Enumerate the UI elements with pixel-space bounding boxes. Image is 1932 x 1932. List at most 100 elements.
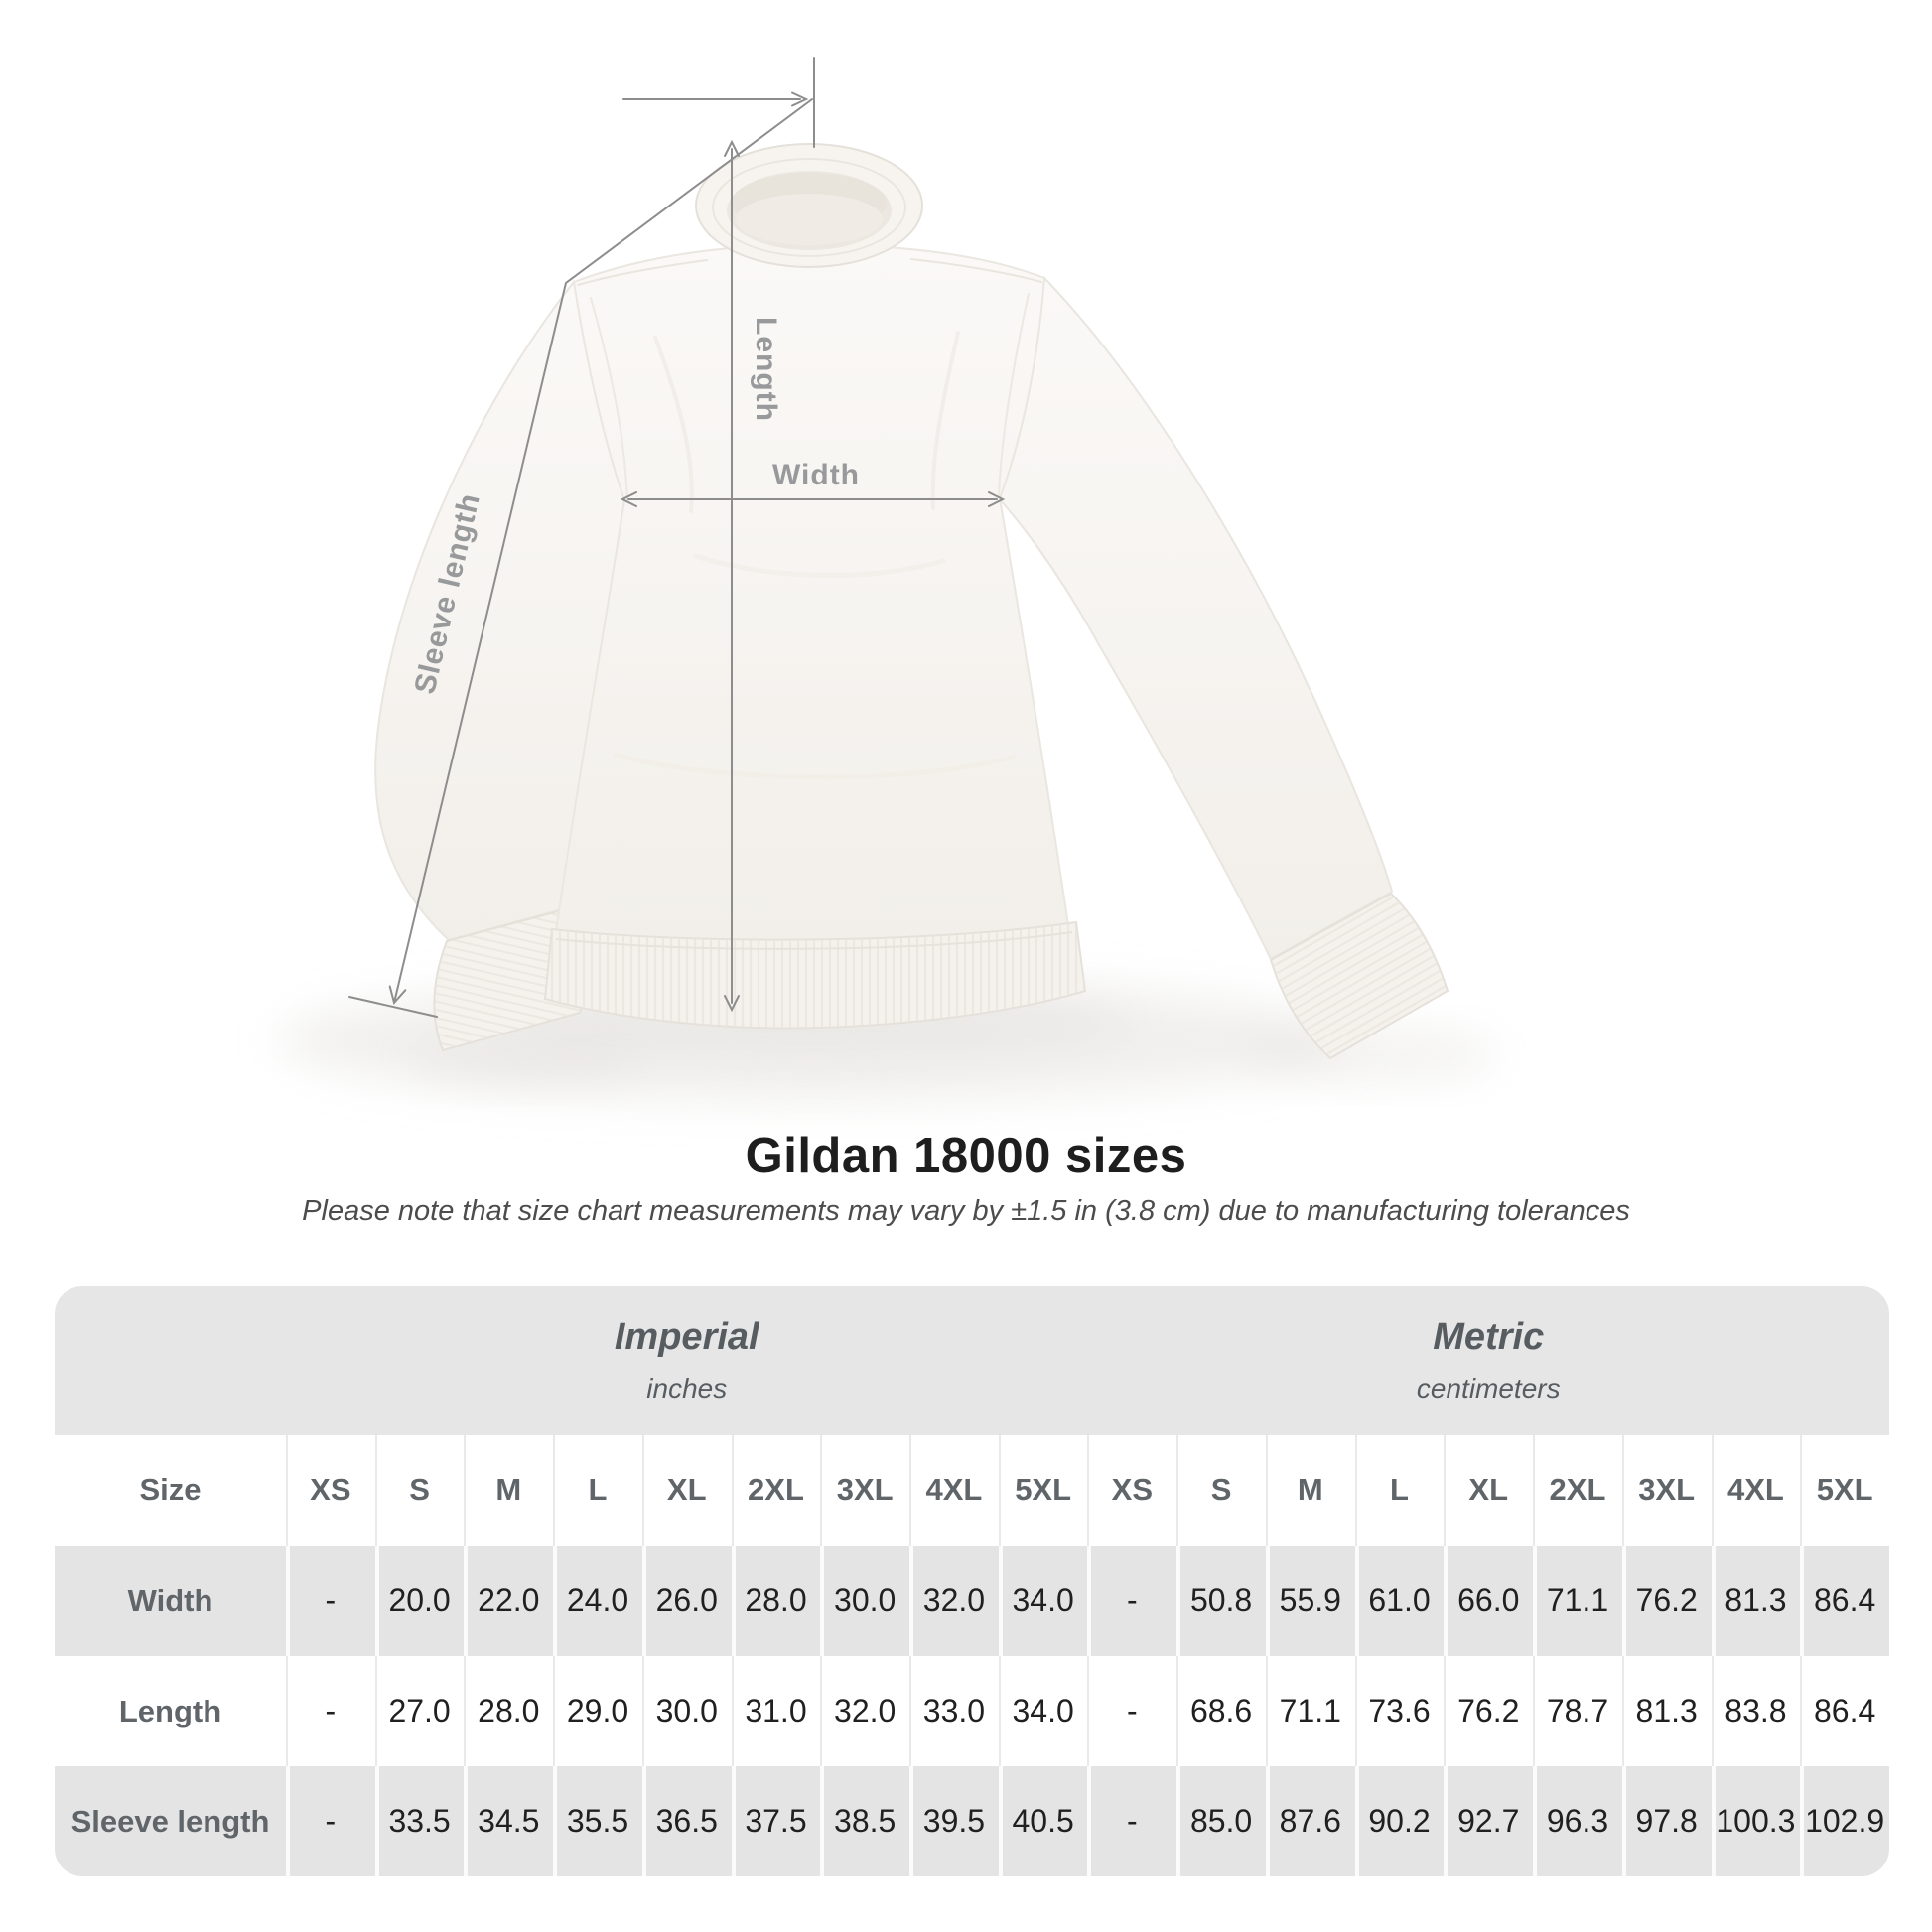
- value-cell: 85.0: [1176, 1766, 1266, 1876]
- value-cell: 32.0: [909, 1546, 999, 1656]
- value-cell: 24.0: [553, 1546, 642, 1656]
- size-table: Imperial inches Metric centimeters Size X…: [55, 1286, 1889, 1876]
- size-header-cell: M: [464, 1435, 553, 1546]
- hem-band: [543, 920, 1087, 1030]
- value-cell: 81.3: [1622, 1656, 1712, 1766]
- sleeve-length-arrowhead: [388, 985, 407, 1006]
- value-cell: 30.0: [820, 1546, 909, 1656]
- value-cell: -: [1087, 1656, 1176, 1766]
- width-label: Width: [772, 459, 860, 491]
- value-cell: 38.5: [820, 1766, 909, 1876]
- value-cell: -: [286, 1766, 375, 1876]
- value-cell: 37.5: [732, 1766, 821, 1876]
- value-cell: 22.0: [464, 1546, 553, 1656]
- value-cell: 28.0: [464, 1656, 553, 1766]
- metric-group-header: Metric centimeters: [1088, 1286, 1890, 1435]
- size-header-cell: 2XL: [1533, 1435, 1622, 1546]
- length-arrowhead-top: [724, 139, 740, 157]
- value-cell: 40.5: [999, 1766, 1088, 1876]
- value-cell: 83.8: [1712, 1656, 1801, 1766]
- value-cell: 86.4: [1800, 1546, 1889, 1656]
- table-row: Length -27.0 28.0 29.0 30.0 31.0 32.0 33.0 34.0-…: [55, 1656, 1889, 1766]
- row-label: Length: [118, 1693, 222, 1728]
- value-cell: 68.6: [1176, 1656, 1266, 1766]
- size-header-cell: XL: [1444, 1435, 1533, 1546]
- imperial-unit-label: inches: [646, 1372, 728, 1404]
- value-cell: -: [286, 1656, 375, 1766]
- value-cell: 96.3: [1533, 1766, 1622, 1876]
- value-cell: 33.5: [375, 1766, 465, 1876]
- sleeve-length-line: [393, 98, 813, 1004]
- right-cuff: [1269, 892, 1449, 1060]
- value-cell: 81.3: [1712, 1546, 1801, 1656]
- value-cell: 76.2: [1444, 1656, 1533, 1766]
- size-header-cell: 5XL: [1800, 1435, 1889, 1546]
- size-header-cell: XS: [1087, 1435, 1176, 1546]
- value-cell: 73.6: [1355, 1656, 1445, 1766]
- size-header-cell: M: [1266, 1435, 1355, 1546]
- value-cell: 92.7: [1444, 1766, 1533, 1876]
- size-header-cell: 4XL: [909, 1435, 999, 1546]
- imperial-group-header: Imperial inches: [286, 1286, 1088, 1435]
- value-cell: 71.1: [1266, 1656, 1355, 1766]
- value-cell: 31.0: [732, 1656, 821, 1766]
- value-cell: 29.0: [553, 1656, 642, 1766]
- value-cell: 78.7: [1533, 1656, 1622, 1766]
- table-row: Size XS S M L XL 2XL 3XL 4XL 5XL XS S M L XL 2XL 3XL 4XL 5…: [55, 1435, 1889, 1546]
- right-cuff-shadow: [1241, 1029, 1499, 1080]
- table-row: Sleeve length -33.5 34.5 35.5 36.5 37.5 38.5 39…: [55, 1766, 1889, 1876]
- value-cell: 76.2: [1622, 1546, 1712, 1656]
- size-header-cell: 4XL: [1712, 1435, 1801, 1546]
- value-cell: 97.8: [1622, 1766, 1712, 1876]
- value-cell: 26.0: [642, 1546, 732, 1656]
- value-cell: 34.5: [464, 1766, 553, 1876]
- value-cell: 71.1: [1533, 1546, 1622, 1656]
- metric-unit-label: centimeters: [1416, 1372, 1561, 1404]
- length-arrowhead-bottom: [724, 995, 740, 1013]
- unit-band-row: Imperial inches Metric centimeters: [55, 1286, 1889, 1435]
- value-cell: -: [1087, 1546, 1176, 1656]
- value-cell: 39.5: [909, 1766, 999, 1876]
- fabric-folds: [577, 258, 1042, 780]
- value-cell: 102.9: [1800, 1766, 1889, 1876]
- size-header-cell: L: [1355, 1435, 1445, 1546]
- measurement-overlay: [348, 57, 1006, 1018]
- size-header-cell: 3XL: [1622, 1435, 1712, 1546]
- value-cell: 27.0: [375, 1656, 465, 1766]
- size-header-cell: XL: [642, 1435, 732, 1546]
- collar: [695, 143, 923, 268]
- size-header-cell: 2XL: [732, 1435, 821, 1546]
- sweatshirt-diagram: Length Width Sleeve length: [278, 57, 1499, 1100]
- value-cell: 32.0: [820, 1656, 909, 1766]
- value-cell: 90.2: [1355, 1766, 1445, 1876]
- row-label: Width: [127, 1583, 213, 1618]
- value-cell: 28.0: [732, 1546, 821, 1656]
- row-label: Sleeve length: [70, 1803, 270, 1839]
- width-arrowhead-left: [620, 491, 637, 507]
- value-cell: 33.0: [909, 1656, 999, 1766]
- width-arrowhead-right: [988, 491, 1006, 507]
- value-cell: -: [1087, 1766, 1176, 1876]
- value-cell: 66.0: [1444, 1546, 1533, 1656]
- value-cell: 35.5: [553, 1766, 642, 1876]
- table-row: Width -20.0 22.0 24.0 26.0 28.0 30.0 32.0 34.0-5…: [55, 1546, 1889, 1656]
- tolerance-note: Please note that size chart measurements…: [302, 1195, 1630, 1227]
- value-cell: 86.4: [1800, 1656, 1889, 1766]
- value-cell: 55.9: [1266, 1546, 1355, 1656]
- value-cell: 61.0: [1355, 1546, 1445, 1656]
- size-header-cell: S: [1176, 1435, 1266, 1546]
- imperial-label: Imperial: [614, 1315, 759, 1358]
- size-header-cell: L: [553, 1435, 642, 1546]
- size-table-rows: Size XS S M L XL 2XL 3XL 4XL 5XL XS S M L XL 2XL 3XL 4XL 5…: [55, 1435, 1889, 1876]
- size-header-cell: 3XL: [820, 1435, 909, 1546]
- value-cell: 36.5: [642, 1766, 732, 1876]
- length-label: Length: [750, 317, 782, 422]
- neck-reference-arrowhead: [791, 91, 809, 107]
- sweatshirt-body: [554, 242, 1070, 943]
- value-cell: 100.3: [1712, 1766, 1801, 1876]
- size-column-header: Size: [139, 1472, 202, 1507]
- value-cell: -: [286, 1546, 375, 1656]
- size-header-cell: S: [375, 1435, 465, 1546]
- sleeve-length-end-tick: [348, 996, 438, 1018]
